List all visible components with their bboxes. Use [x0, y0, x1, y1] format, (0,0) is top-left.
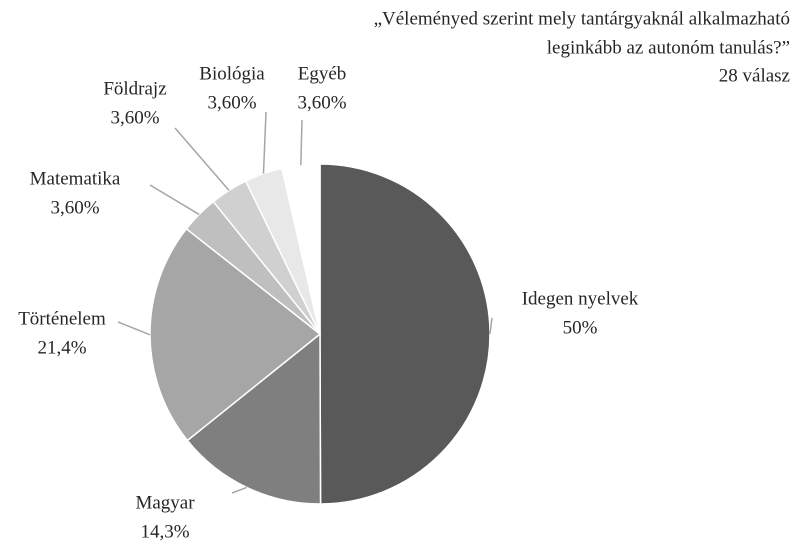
slice-value: 3,60% [207, 92, 256, 113]
pie-slice [186, 332, 322, 505]
slice-value: 21,4% [37, 337, 86, 358]
leader-line [117, 321, 151, 336]
leader-line [300, 119, 303, 166]
slice-label: Biológia [199, 63, 265, 84]
slice-value: 50% [563, 317, 598, 338]
slice-label: Földrajz [103, 78, 166, 99]
leader-line [149, 184, 200, 216]
slice-value: 14,3% [140, 521, 189, 542]
pie-slice [319, 163, 491, 505]
leader-line [231, 486, 247, 494]
chart-subtitle: 28 válasz [719, 65, 790, 86]
slice-label: Történelem [18, 308, 106, 329]
pie-slice [281, 163, 321, 335]
chart-title: leginkább az autonóm tanulás?” [547, 37, 790, 58]
slice-label: Idegen nyelvek [522, 288, 639, 309]
slice-value: 3,60% [297, 92, 346, 113]
leader-line [174, 127, 230, 191]
slice-label: Magyar [135, 492, 195, 513]
chart-title: „Véleményed szerint mely tantárgyaknál a… [374, 8, 790, 29]
slice-value: 3,60% [50, 197, 99, 218]
leader-line [262, 111, 267, 174]
slice-label: Matematika [30, 168, 121, 189]
leader-line [489, 317, 493, 334]
slice-label: Egyéb [298, 63, 347, 84]
slice-value: 3,60% [110, 107, 159, 128]
